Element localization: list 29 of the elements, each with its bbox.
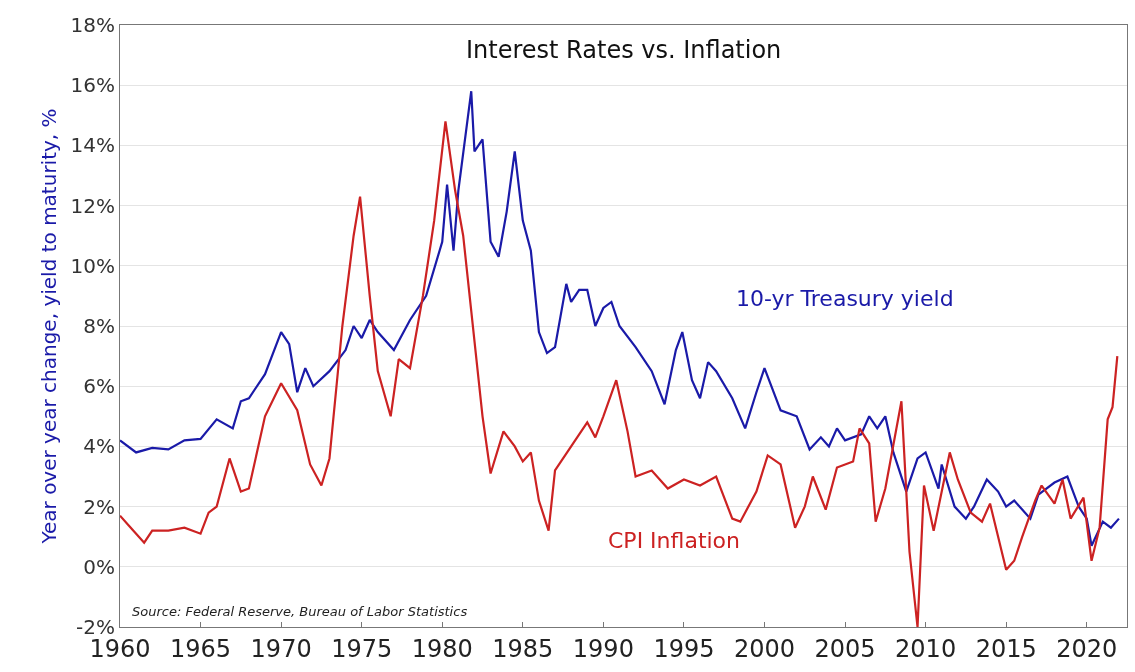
y-tick-label: 16% [70, 73, 115, 98]
x-tick-label: 1990 [572, 634, 634, 663]
y-tick-label: 4% [83, 434, 115, 459]
x-tick-label: 1965 [170, 634, 232, 663]
y-tick-label: 0% [83, 554, 115, 579]
x-tick-label: 1995 [653, 634, 715, 663]
y-tick-label: 12% [70, 193, 115, 218]
y-axis-title: Year over year change, yield to maturity, % [37, 108, 62, 545]
x-tick-label: 1980 [411, 634, 473, 663]
text: Interest Rates vs. Inflation [466, 36, 782, 64]
y-tick-label: 18% [70, 13, 115, 37]
x-tick-label: 2005 [814, 634, 876, 663]
y-tick-label: 6% [83, 374, 115, 399]
y-tick-label: 8% [83, 314, 115, 338]
x-tick-label: 1970 [250, 634, 312, 663]
x-tick-label: 2000 [733, 634, 796, 663]
x-tick-label: 2010 [895, 634, 957, 663]
line-series [120, 120, 1119, 627]
x-tick-label: 2020 [1056, 634, 1118, 663]
y-tick-label: 2% [83, 494, 115, 519]
x-tick-label: 1975 [331, 634, 393, 663]
y-tick-label: 14% [70, 133, 115, 158]
y-tick-label: 10% [70, 253, 115, 278]
x-tick-label: 1985 [492, 634, 554, 663]
line-series [120, 90, 1121, 547]
series-label: CPI Inflation [608, 528, 741, 553]
annotation: Source: Federal Reserve, Bureau of Labor Statistics [132, 604, 468, 619]
text: 10-yr Treasury yield [736, 286, 954, 311]
x-tick-label: 2015 [975, 634, 1037, 663]
